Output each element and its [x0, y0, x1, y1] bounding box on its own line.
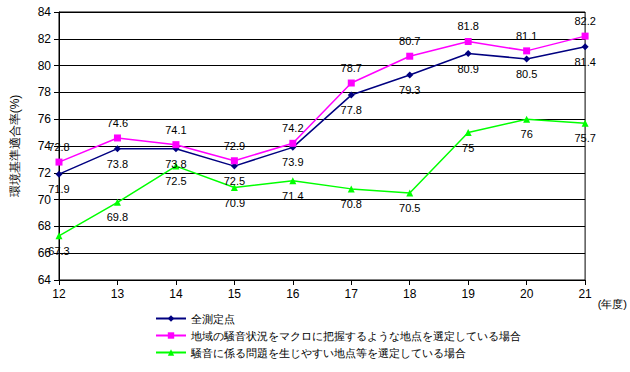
svg-text:地域の騒音状況をマクロに把握するような地点を選定している場合: 地域の騒音状況をマクロに把握するような地点を選定している場合 — [190, 330, 521, 343]
svg-text:77.8: 77.8 — [341, 104, 362, 116]
svg-text:17: 17 — [345, 287, 359, 301]
svg-text:67.3: 67.3 — [48, 245, 69, 257]
svg-text:70.5: 70.5 — [399, 202, 420, 214]
svg-text:73.9: 73.9 — [282, 156, 303, 168]
svg-text:19: 19 — [462, 287, 476, 301]
svg-text:20: 20 — [520, 287, 534, 301]
svg-text:79.3: 79.3 — [399, 84, 420, 96]
svg-text:72.8: 72.8 — [48, 141, 69, 153]
svg-text:72: 72 — [38, 166, 52, 180]
svg-text:15: 15 — [228, 287, 242, 301]
svg-text:全測定点: 全測定点 — [191, 313, 235, 325]
svg-text:75.7: 75.7 — [574, 132, 595, 144]
svg-text:76: 76 — [38, 112, 52, 126]
svg-text:74.2: 74.2 — [282, 122, 303, 134]
svg-text:18: 18 — [403, 287, 417, 301]
svg-text:騒音に係る問題を生じやすい地点等を選定している場合: 騒音に係る問題を生じやすい地点等を選定している場合 — [190, 347, 466, 360]
svg-text:81.8: 81.8 — [457, 20, 478, 32]
svg-text:73.8: 73.8 — [107, 158, 128, 170]
svg-text:72.9: 72.9 — [224, 140, 245, 152]
svg-text:64: 64 — [38, 273, 52, 287]
svg-text:環境基準適合率(%): 環境基準適合率(%) — [8, 95, 22, 198]
svg-text:12: 12 — [52, 287, 66, 301]
svg-text:74.6: 74.6 — [107, 117, 128, 129]
svg-text:84: 84 — [38, 5, 52, 19]
svg-text:(年度): (年度) — [598, 298, 627, 310]
svg-text:75: 75 — [462, 142, 474, 154]
svg-text:14: 14 — [169, 287, 183, 301]
svg-text:74.1: 74.1 — [165, 124, 186, 136]
svg-text:76: 76 — [521, 128, 533, 140]
svg-text:71.9: 71.9 — [48, 183, 69, 195]
svg-text:80.7: 80.7 — [399, 35, 420, 47]
svg-text:72.5: 72.5 — [224, 175, 245, 187]
svg-text:80.9: 80.9 — [457, 63, 478, 75]
svg-text:78.7: 78.7 — [341, 62, 362, 74]
svg-text:80: 80 — [38, 59, 52, 73]
svg-text:78: 78 — [38, 85, 52, 99]
svg-text:70: 70 — [37, 192, 51, 207]
svg-text:16: 16 — [286, 287, 300, 301]
svg-text:70.8: 70.8 — [341, 198, 362, 210]
svg-text:71.4: 71.4 — [282, 190, 303, 202]
svg-text:13: 13 — [111, 287, 125, 301]
svg-text:80.5: 80.5 — [516, 68, 537, 80]
svg-text:66: 66 — [37, 246, 51, 261]
svg-text:81.1: 81.1 — [516, 30, 537, 42]
svg-text:69.8: 69.8 — [107, 211, 128, 223]
svg-text:82.2: 82.2 — [574, 15, 595, 27]
svg-text:68: 68 — [38, 219, 52, 233]
svg-text:74: 74 — [37, 139, 51, 153]
svg-text:82: 82 — [38, 32, 52, 46]
svg-text:81.4: 81.4 — [574, 56, 595, 68]
svg-text:70.9: 70.9 — [224, 197, 245, 209]
svg-text:72.5: 72.5 — [165, 175, 186, 187]
svg-text:73.8: 73.8 — [165, 158, 186, 170]
svg-text:21: 21 — [578, 287, 592, 301]
